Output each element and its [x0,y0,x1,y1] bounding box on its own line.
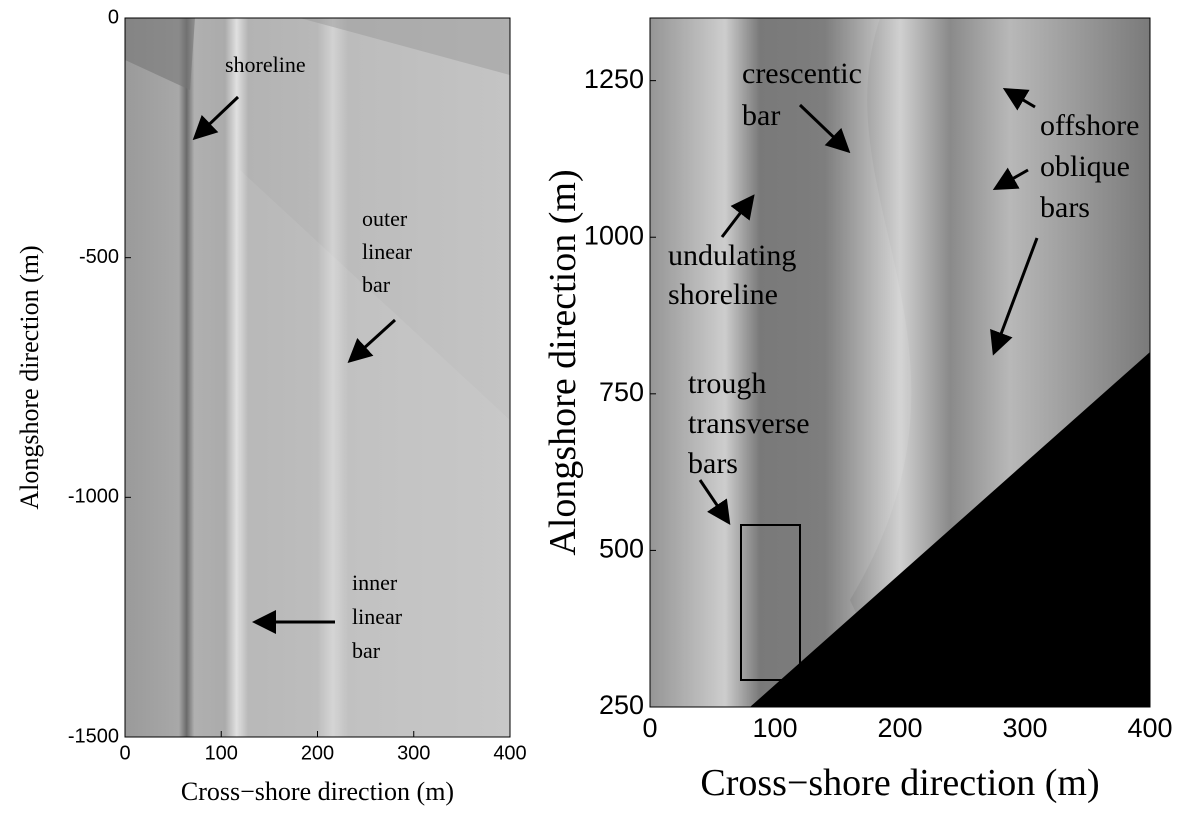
x-tick-label: 300 [397,742,430,764]
arrows [192,87,1039,634]
x-tick-label: 100 [752,713,797,743]
x-tick-label: 400 [1127,713,1172,743]
y-tick-label: 1250 [584,64,644,94]
annotation: undulating [668,239,796,272]
annotation: oblique [1040,150,1130,183]
y-tick-label: -1500 [68,725,119,747]
x-tick-label: 400 [493,742,526,764]
annotation: linear [362,239,413,264]
x-axis-label: Cross−shore direction (m) [181,777,454,806]
annotation: outer [362,206,408,231]
annotation: shoreline [668,278,778,311]
annotation: bars [1040,191,1090,224]
y-tick-label: 250 [599,690,644,720]
x-tick-label: 0 [119,742,130,764]
annotation: trough [688,367,766,400]
y-axis-label: Alongshore direction (m) [542,169,584,555]
y-tick-label: -500 [79,246,119,268]
left-image [125,18,510,737]
annotation: shoreline [225,52,306,77]
annotation: bar [742,99,780,132]
x-tick-label: 200 [877,713,922,743]
right-image [650,18,1150,707]
y-tick-label: 500 [599,534,644,564]
x-axis-label: Cross−shore direction (m) [700,762,1099,804]
x-tick-label: 0 [642,713,657,743]
annotation: bar [362,272,391,297]
x-tick-label: 100 [205,742,238,764]
y-tick-label: 750 [599,377,644,407]
y-tick-label: -1000 [68,486,119,508]
x-tick-label: 200 [301,742,334,764]
y-tick-label: 1000 [584,220,644,250]
annotation: transverse [688,407,810,440]
y-tick-label: 0 [108,6,119,28]
x-tick-label: 300 [1002,713,1047,743]
annotation: crescentic [742,57,862,90]
annotation: bar [352,638,381,663]
annotation: linear [352,604,403,629]
annotation: bars [688,447,738,480]
y-axis-label: Alongshore direction (m) [15,245,44,509]
annotation: offshore [1040,109,1139,142]
annotation: inner [352,570,398,595]
